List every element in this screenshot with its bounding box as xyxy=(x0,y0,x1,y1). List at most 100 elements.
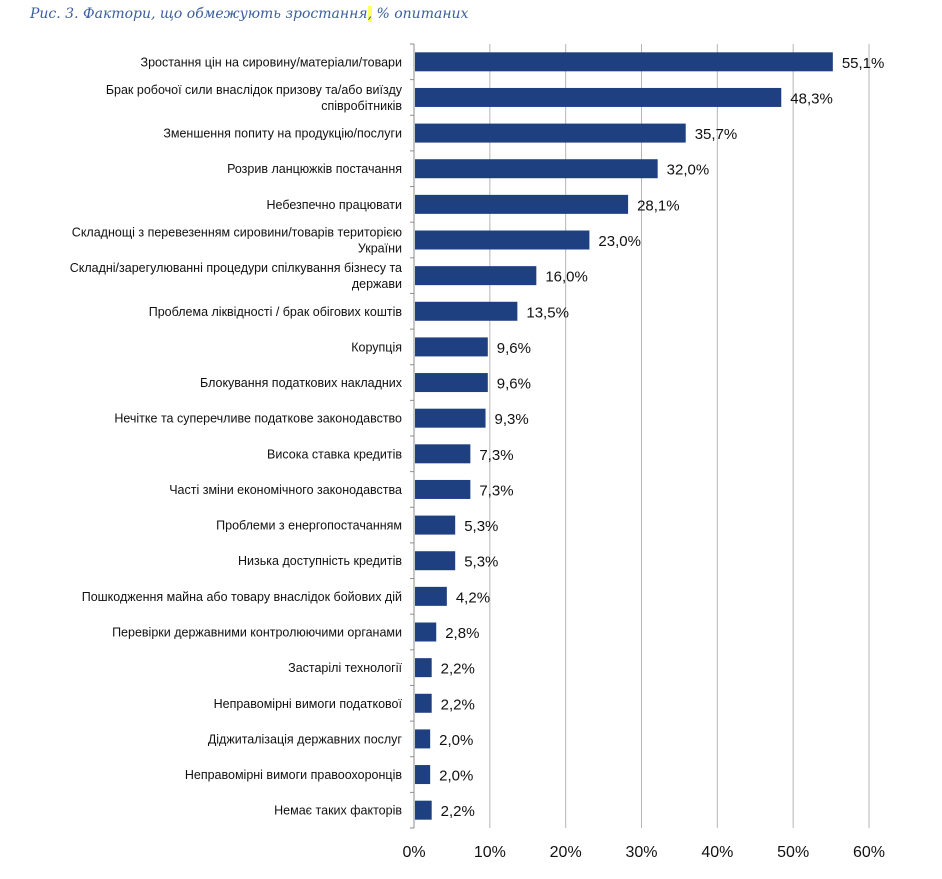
bar xyxy=(415,52,833,72)
category-label: Висока ставка кредитів xyxy=(267,447,402,461)
category-label: Зменшення попиту на продукцію/послуги xyxy=(163,127,402,141)
category-label: Корупція xyxy=(351,340,402,354)
category-label-line: Діджиталізація державних послуг xyxy=(208,732,403,746)
bar xyxy=(415,301,518,321)
bar xyxy=(415,408,486,428)
category-label: Застарілі технології xyxy=(288,661,402,675)
bar xyxy=(415,765,431,785)
category-label: Неправомірні вимоги правоохоронців xyxy=(185,768,403,782)
caption-suffix: % опитаних xyxy=(372,6,469,22)
value-label: 5,3% xyxy=(464,554,498,571)
x-tick-label: 20% xyxy=(550,844,582,861)
category-label: Брак робочої сили внаслідок призову та/а… xyxy=(106,83,403,113)
bar xyxy=(415,337,488,357)
value-label: 9,6% xyxy=(497,376,531,393)
category-label-line: Складнощі з перевезенням сировини/товарі… xyxy=(72,226,402,240)
bars xyxy=(415,52,833,820)
category-labels: Зростання цін на сировину/матеріали/това… xyxy=(70,55,403,817)
category-label-line: Перевірки державними контролюючими орган… xyxy=(112,626,402,640)
x-axis-ticks: 0% 10% 20% 30% 40% 50% 60% xyxy=(402,844,885,861)
category-label-line: Складні/зарегулюванні процедури спілкува… xyxy=(70,261,402,275)
bar xyxy=(415,515,456,535)
category-label: Неправомірні вимоги податкової xyxy=(214,697,403,711)
category-label: Часті зміни економічного законодавства xyxy=(169,483,402,497)
value-label: 5,3% xyxy=(464,518,498,535)
category-label: Блокування податкових накладних xyxy=(200,376,403,390)
value-label: 2,2% xyxy=(441,661,475,678)
category-label-line: Блокування податкових накладних xyxy=(200,376,403,390)
category-label: Пошкодження майна або товару внаслідок б… xyxy=(82,590,402,604)
bar xyxy=(415,266,537,286)
x-tick-label: 40% xyxy=(701,844,733,861)
bar xyxy=(415,230,590,250)
category-label-line: Зростання цін на сировину/матеріали/това… xyxy=(141,55,402,69)
category-label-line: Нечітке та суперечливе податкове законод… xyxy=(114,412,402,426)
category-label-line: Застарілі технології xyxy=(288,661,402,675)
x-tick-label: 0% xyxy=(402,844,425,861)
bar xyxy=(415,123,686,143)
bar xyxy=(415,658,432,678)
bar xyxy=(415,622,437,642)
x-tick-label: 50% xyxy=(777,844,809,861)
bar xyxy=(415,800,432,820)
x-tick-label: 30% xyxy=(625,844,657,861)
category-label: Низька доступність кредитів xyxy=(238,554,402,568)
category-label-line: Часті зміни економічного законодавства xyxy=(169,483,402,497)
category-label-line: Немає таких факторів xyxy=(274,804,402,818)
value-label: 2,0% xyxy=(439,732,473,749)
category-label-line: України xyxy=(358,242,402,256)
category-label-line: Висока ставка кредитів xyxy=(267,447,402,461)
category-label: Розрив ланцюжків постачання xyxy=(227,162,402,176)
value-label: 55,1% xyxy=(842,55,885,72)
value-label: 4,2% xyxy=(456,589,490,606)
value-label: 13,5% xyxy=(526,304,569,321)
category-label-line: Низька доступність кредитів xyxy=(238,554,402,568)
bar xyxy=(415,87,782,107)
bar xyxy=(415,479,471,499)
category-label-line: Небезпечно працювати xyxy=(266,198,402,212)
bar xyxy=(415,586,447,606)
value-label: 23,0% xyxy=(598,233,641,250)
category-label-line: Проблеми з енергопостачанням xyxy=(216,519,402,533)
category-label: Перевірки державними контролюючими орган… xyxy=(112,626,402,640)
category-label: Небезпечно працювати xyxy=(266,198,402,212)
value-label: 2,0% xyxy=(439,768,473,785)
value-label: 32,0% xyxy=(667,162,710,179)
category-label-line: Брак робочої сили внаслідок призову та/а… xyxy=(106,83,403,97)
category-label-line: Пошкодження майна або товару внаслідок б… xyxy=(82,590,402,604)
category-label-line: Корупція xyxy=(351,340,402,354)
category-label-line: Неправомірні вимоги податкової xyxy=(214,697,403,711)
bar xyxy=(415,551,456,571)
category-label-line: держави xyxy=(352,277,402,291)
caption-prefix: Рис. 3. Фактори, що обмежують зростання xyxy=(30,6,368,22)
category-label: Зростання цін на сировину/матеріали/това… xyxy=(141,55,402,69)
category-label-line: Розрив ланцюжків постачання xyxy=(227,162,402,176)
value-label: 16,0% xyxy=(545,269,588,286)
value-labels: 55,1% 48,3% 35,7% 32,0% 28,1% 23,0% 16,0% 13,5%… xyxy=(439,55,884,820)
category-label: Діджиталізація державних послуг xyxy=(208,732,403,746)
bar xyxy=(415,194,629,214)
category-label: Складнощі з перевезенням сировини/товарі… xyxy=(72,226,402,256)
bar xyxy=(415,729,431,749)
category-label: Нечітке та суперечливе податкове законод… xyxy=(114,412,402,426)
bar xyxy=(415,693,432,713)
category-label: Немає таких факторів xyxy=(274,804,402,818)
category-label-line: Проблема ліквідності / брак обігових кош… xyxy=(149,305,403,319)
x-tick-label: 10% xyxy=(474,844,506,861)
value-label: 28,1% xyxy=(637,197,680,214)
category-label: Проблеми з енергопостачанням xyxy=(216,519,402,533)
value-label: 48,3% xyxy=(790,90,833,107)
value-label: 2,8% xyxy=(445,625,479,642)
x-tick-label: 60% xyxy=(853,844,885,861)
category-label-line: співробітників xyxy=(321,99,402,113)
value-label: 9,6% xyxy=(497,340,531,357)
caption-highlight: , xyxy=(367,6,373,22)
bar xyxy=(415,373,488,393)
value-label: 7,3% xyxy=(479,447,513,464)
value-label: 2,2% xyxy=(441,803,475,820)
value-label: 7,3% xyxy=(479,482,513,499)
figure-caption: Рис. 3. Фактори, що обмежують зростання,… xyxy=(30,6,468,22)
category-label-line: Неправомірні вимоги правоохоронців xyxy=(185,768,403,782)
bar xyxy=(415,159,658,179)
